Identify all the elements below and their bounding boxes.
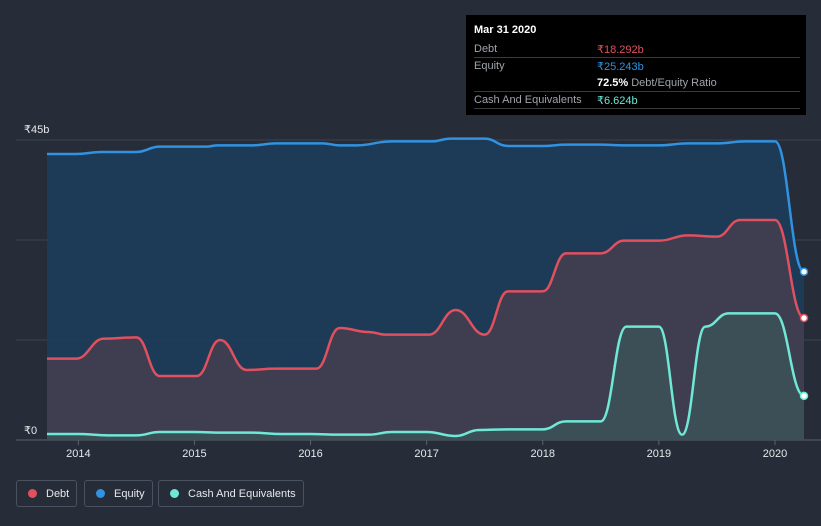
tooltip-equity-value: ₹25.243b: [597, 61, 644, 73]
debt-end-marker: [799, 313, 809, 323]
tooltip-row-equity: Equity ₹25.243b: [474, 58, 800, 75]
tooltip-ratio-label: Debt/Equity Ratio: [631, 77, 717, 89]
x-tick-label: 2015: [182, 448, 206, 460]
x-tick-label: 2018: [531, 448, 555, 460]
tooltip-date: Mar 31 2020: [474, 24, 537, 36]
tooltip-ratio-value: 72.5%: [597, 77, 629, 89]
y-tick-label: ₹45b: [24, 124, 49, 136]
cash-dot-icon: [170, 489, 179, 498]
tooltip-cash-value: ₹6.624b: [597, 95, 638, 107]
area-layer: [47, 138, 804, 440]
debt-dot-icon: [28, 489, 37, 498]
equity-line: [46, 137, 806, 273]
cash-and-equivalents-area: [47, 313, 804, 440]
tooltip-debt-value: ₹18.292b: [597, 44, 644, 56]
x-tick-label: 2017: [414, 448, 438, 460]
axis-layer: ₹0 ₹45b 2014 2015 2016 2017 2018 2019 2020: [24, 124, 787, 460]
cash-and-equivalents-line: [47, 312, 805, 438]
tooltip-row-ratio: 72.5% Debt/Equity Ratio: [474, 75, 800, 92]
legend-label-equity: Equity: [114, 487, 145, 500]
legend-label-cash: Cash And Equivalents: [188, 487, 296, 500]
x-tick-label: 2020: [763, 448, 787, 460]
legend-item-equity[interactable]: Equity: [84, 480, 153, 507]
debt-line: [47, 218, 805, 378]
line-layer: [46, 137, 806, 438]
x-tick-label: 2016: [298, 448, 322, 460]
tooltip-debt-label: Debt: [474, 43, 498, 55]
tooltip-row-cash: Cash And Equivalents ₹6.624b: [474, 92, 800, 109]
legend-label-debt: Debt: [46, 487, 70, 500]
equity-dot-icon: [96, 489, 105, 498]
tooltip-cash-label: Cash And Equivalents: [474, 94, 582, 106]
y-tick-label: ₹0: [24, 425, 37, 437]
tooltip-equity-label: Equity: [474, 60, 505, 72]
legend-item-cash[interactable]: Cash And Equivalents: [158, 480, 304, 507]
cash-and-equivalents-end-marker: [799, 391, 809, 401]
tooltip-panel: Mar 31 2020 Debt ₹18.292b Equity ₹25.243…: [466, 15, 806, 115]
legend-item-debt[interactable]: Debt: [16, 480, 77, 507]
marker-layer: [799, 267, 809, 401]
x-tick-label: 2019: [647, 448, 671, 460]
tooltip-row-debt: Debt ₹18.292b: [474, 41, 800, 58]
equity-end-marker: [799, 267, 809, 276]
x-tick-label: 2014: [66, 448, 90, 460]
